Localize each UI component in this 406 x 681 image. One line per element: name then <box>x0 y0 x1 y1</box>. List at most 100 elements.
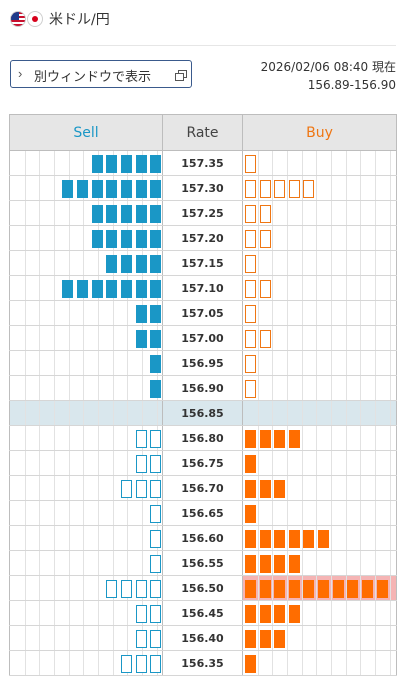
buy-order-block <box>303 530 315 548</box>
grid-line <box>127 551 129 575</box>
buy-cell <box>243 326 397 350</box>
rate-row: 156.50 <box>9 576 397 601</box>
grid-line <box>141 401 143 425</box>
grid-line <box>83 326 85 350</box>
rate-value: 157.30 <box>162 176 243 200</box>
grid-line <box>389 276 391 300</box>
sell-order-block <box>62 180 74 198</box>
rate-row: 156.55 <box>9 551 397 576</box>
grid-line <box>272 576 274 600</box>
grid-line <box>257 626 259 650</box>
grid-line <box>345 576 347 600</box>
sell-order-block-hollow <box>135 630 147 648</box>
grid-line <box>287 551 288 575</box>
grid-line <box>68 226 70 250</box>
grid-line <box>272 476 274 500</box>
grid-line <box>316 501 318 525</box>
buy-order-block <box>288 555 300 573</box>
grid-line <box>54 276 55 300</box>
sell-order-block-hollow <box>150 480 162 498</box>
grid-line <box>287 176 288 200</box>
grid-line <box>39 351 41 375</box>
pair-header: 米ドル/円 <box>0 0 406 38</box>
grid-line <box>345 276 347 300</box>
grid-line <box>97 576 99 600</box>
grid-line <box>374 201 376 225</box>
grid-line <box>316 476 318 500</box>
buy-order-block-hollow <box>259 230 271 248</box>
grid-line <box>24 501 26 525</box>
grid-line <box>287 651 288 675</box>
sell-cell <box>9 151 162 175</box>
sell-order-block <box>150 205 162 223</box>
grid-line <box>68 476 70 500</box>
sell-order-block-hollow <box>135 655 147 673</box>
sell-order-block <box>91 230 103 248</box>
buy-order-block <box>274 555 286 573</box>
grid-line <box>389 601 391 625</box>
grid-line <box>389 376 391 400</box>
rate-value: 156.70 <box>162 476 243 500</box>
grid-line <box>360 376 362 400</box>
grid-line <box>374 151 376 175</box>
buy-cell <box>243 376 397 400</box>
grid-line <box>257 376 259 400</box>
grid-line <box>301 451 303 475</box>
grid-line <box>54 626 55 650</box>
sell-order-block-hollow <box>135 580 147 598</box>
sell-order-block <box>150 355 162 373</box>
grid-line <box>316 226 318 250</box>
sell-order-block <box>150 155 162 173</box>
sell-cell <box>9 251 162 275</box>
sell-order-block <box>150 230 162 248</box>
grid-line <box>39 651 41 675</box>
grid-line <box>389 476 391 500</box>
grid-line <box>374 526 376 550</box>
grid-line <box>39 176 41 200</box>
grid-line <box>97 626 99 650</box>
grid-line <box>68 401 70 425</box>
open-new-window-button[interactable]: › 別ウィンドウで表示 <box>10 60 192 88</box>
grid-line <box>330 551 332 575</box>
grid-line <box>287 451 288 475</box>
grid-line <box>316 626 318 650</box>
grid-line <box>316 176 318 200</box>
grid-line <box>68 626 70 650</box>
buy-cell <box>243 426 397 450</box>
grid-line <box>389 251 391 275</box>
grid-line <box>330 576 332 600</box>
sell-order-block <box>106 155 118 173</box>
grid-line <box>345 651 347 675</box>
sell-order-block-hollow <box>150 555 162 573</box>
grid-line <box>316 301 318 325</box>
grid-line <box>287 601 288 625</box>
buy-order-block <box>244 630 256 648</box>
grid-line <box>83 351 85 375</box>
buy-order-block <box>347 580 359 598</box>
grid-line <box>112 326 114 350</box>
grid-line <box>301 351 303 375</box>
sell-cell <box>9 651 162 675</box>
jp-flag-icon <box>27 11 43 27</box>
grid-line <box>345 476 347 500</box>
buy-order-block-hollow <box>288 180 300 198</box>
grid-line <box>301 526 303 550</box>
buy-cell <box>243 526 397 550</box>
grid-line <box>345 426 347 450</box>
grid-line <box>360 526 362 550</box>
grid-line <box>330 626 332 650</box>
grid-line <box>54 651 55 675</box>
grid-line <box>272 626 274 650</box>
grid-line <box>330 651 332 675</box>
sell-order-block <box>150 255 162 273</box>
buy-order-block <box>288 605 300 623</box>
grid-line <box>287 276 288 300</box>
rate-value: 156.60 <box>162 526 243 550</box>
grid-line <box>345 376 347 400</box>
grid-line <box>257 351 259 375</box>
sell-order-block <box>135 180 147 198</box>
sell-order-block <box>135 230 147 248</box>
grid-line <box>54 501 55 525</box>
grid-line <box>360 326 362 350</box>
grid-line <box>39 451 41 475</box>
